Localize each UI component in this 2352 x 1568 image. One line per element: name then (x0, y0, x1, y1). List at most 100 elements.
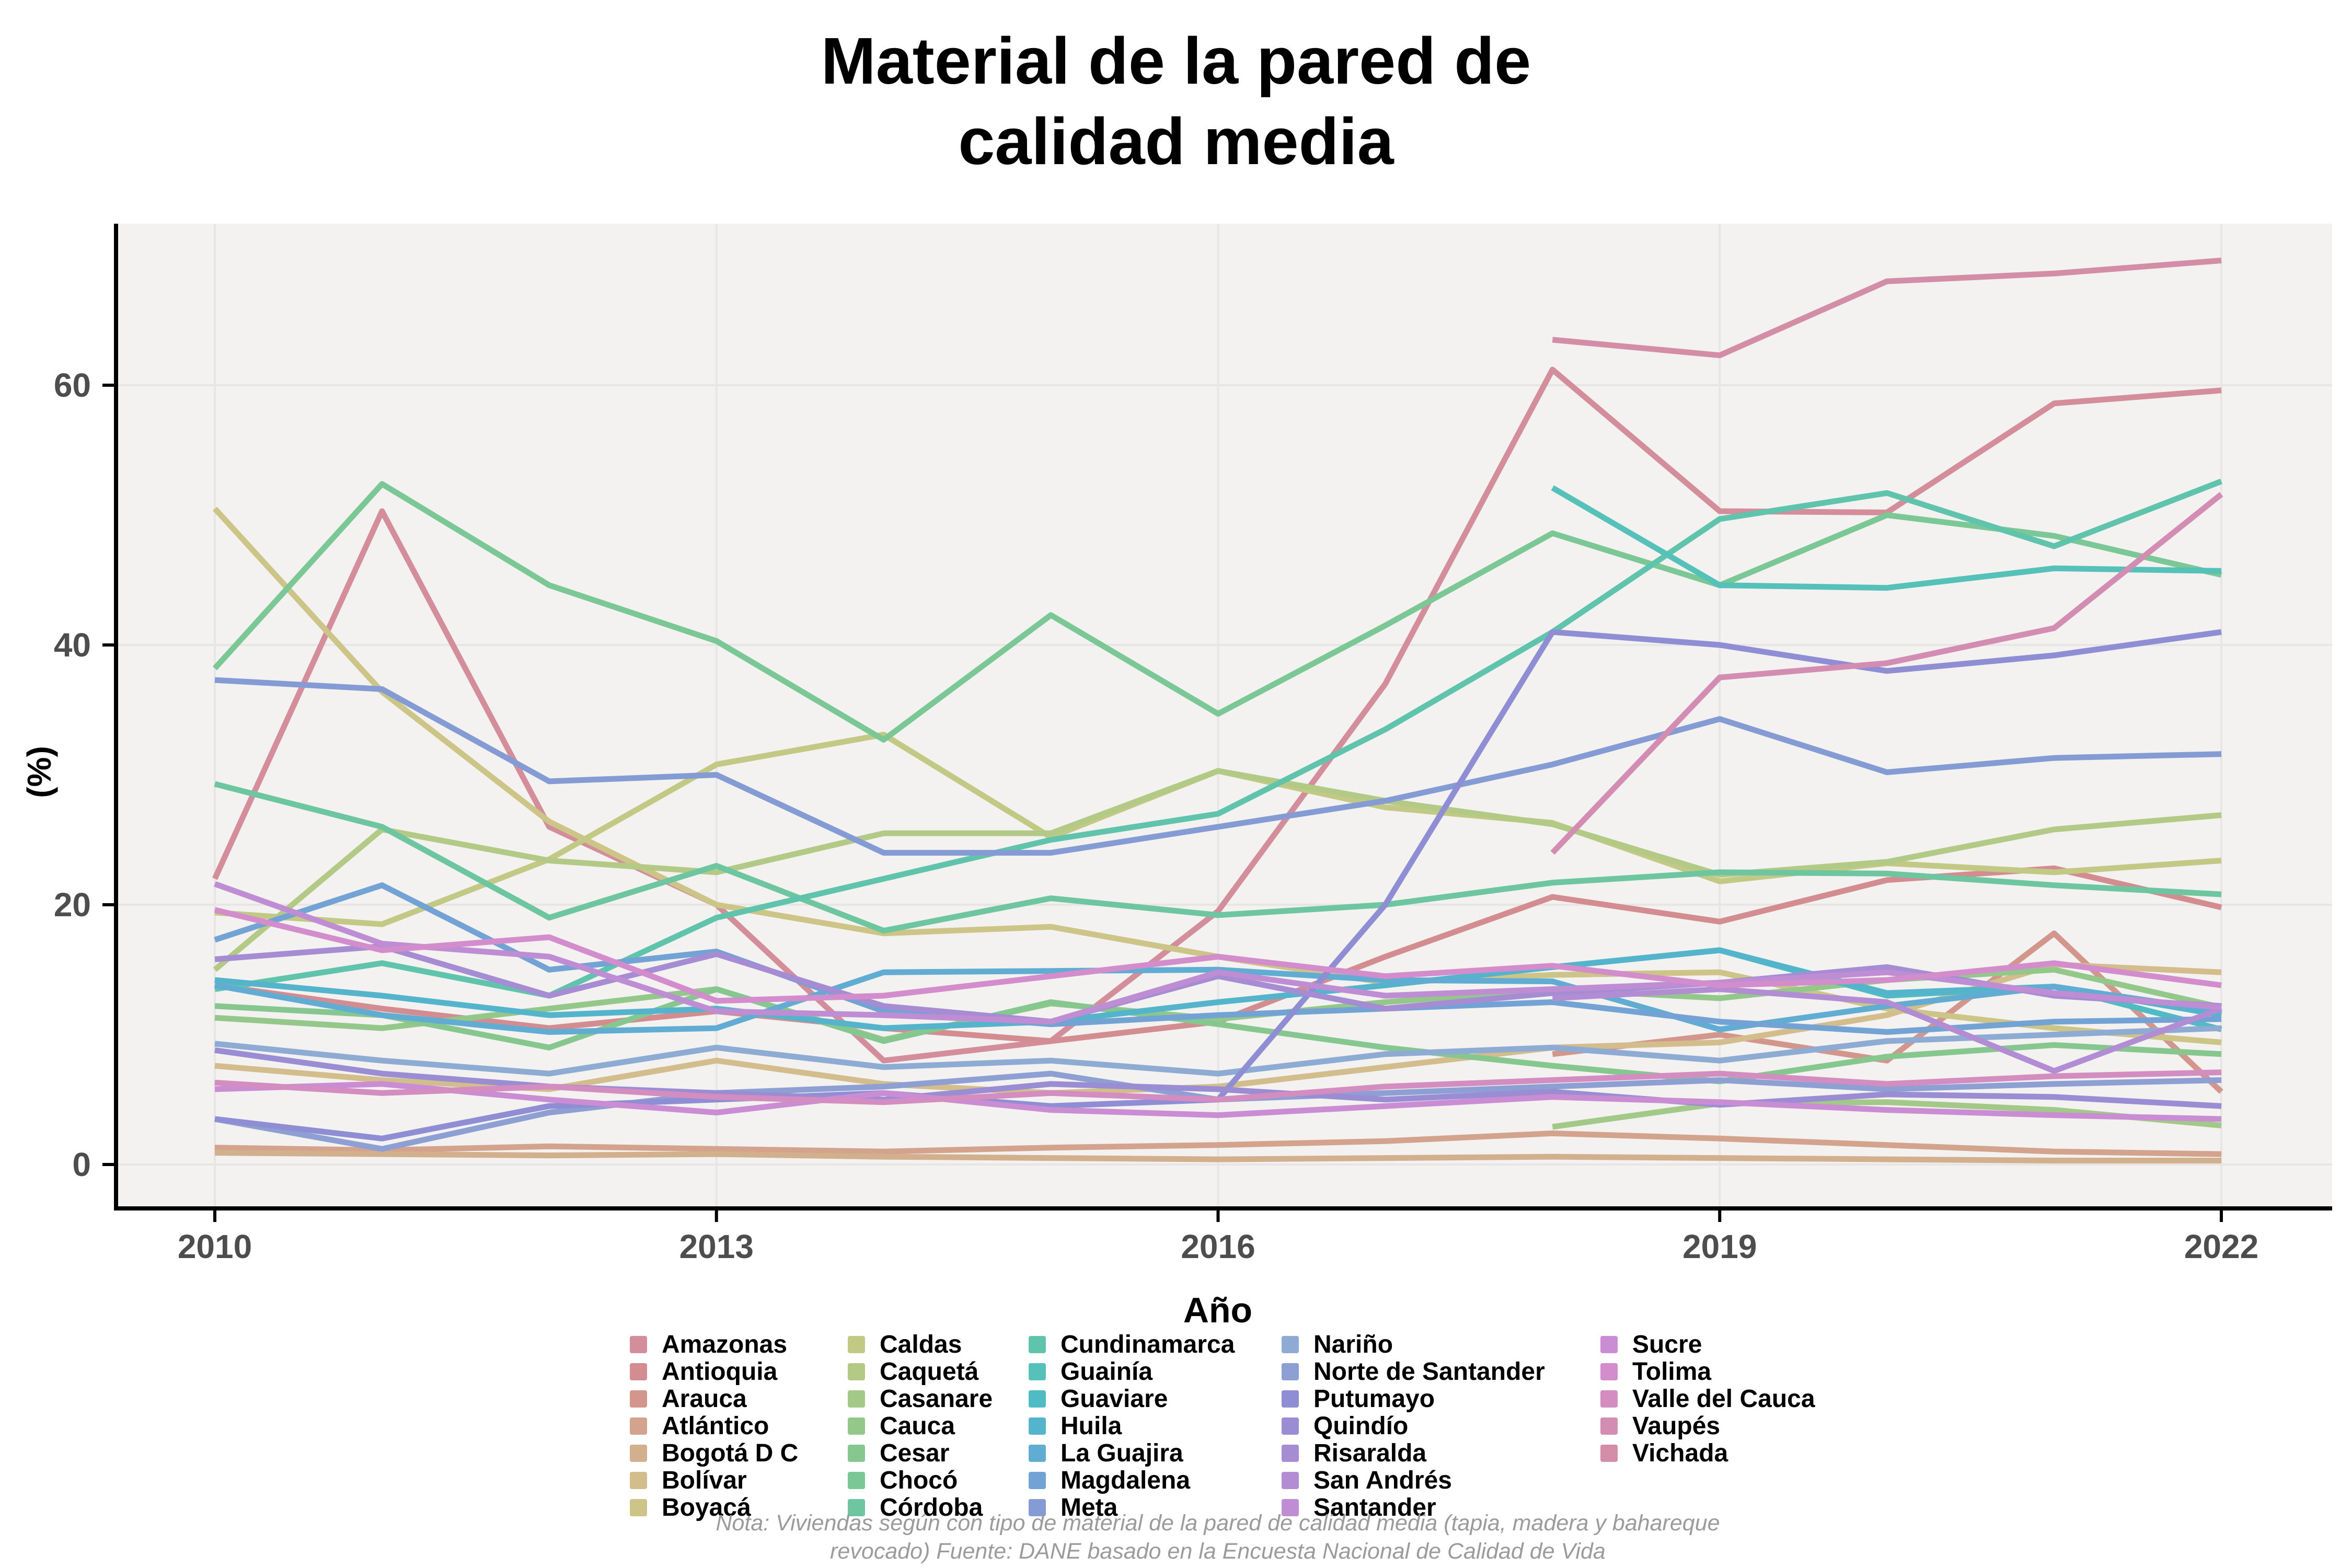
legend-swatch-icon (1282, 1417, 1299, 1435)
legend-swatch-icon (1600, 1390, 1618, 1408)
y-axis-title: (%) (20, 746, 58, 798)
legend-item-atlántico: Atlántico (630, 1412, 769, 1440)
legend-label: Antioquia (662, 1357, 778, 1386)
legend-item-meta: Meta (1029, 1494, 1117, 1521)
legend-item-chocó: Chocó (848, 1467, 958, 1494)
title-line-2: calidad media (958, 104, 1394, 178)
series-line-bogotá-d-c (214, 1150, 2221, 1163)
series-line-meta (214, 677, 2222, 856)
legend-swatch-icon (848, 1390, 865, 1408)
legend-item-córdoba: Córdoba (848, 1494, 983, 1521)
legend-swatch-icon (1029, 1363, 1046, 1380)
legend-label: Vichada (1632, 1439, 1728, 1467)
legend-item-valle-del-cauca: Valle del Cauca (1600, 1385, 1815, 1413)
series-line-risaralda (214, 943, 2222, 1025)
y-tick-label-0: 0 (72, 1146, 91, 1183)
legend-swatch-icon (630, 1417, 647, 1435)
legend-item-cauca: Cauca (848, 1412, 955, 1440)
legend-swatch-icon (1600, 1444, 1618, 1462)
legend-item-santander: Santander (1282, 1494, 1436, 1521)
x-tick-label-2022: 2022 (2184, 1228, 2258, 1265)
legend-label: Meta (1060, 1493, 1118, 1521)
series-line-chocó (212, 481, 2222, 743)
legend-swatch-icon (1029, 1471, 1046, 1489)
legend-swatch-icon (1282, 1498, 1299, 1516)
legend-swatch-icon (848, 1363, 865, 1380)
legend-label: Bolívar (662, 1466, 747, 1494)
legend-swatch-icon (630, 1363, 647, 1380)
note-line-2: revocado) Fuente: DANE basado en la Encu… (830, 1538, 1606, 1564)
series-line-vichada (1552, 257, 2222, 359)
series-line-caquetá (213, 768, 2222, 972)
series-line-magdalena (214, 882, 2222, 1035)
legend-item-risaralda: Risaralda (1282, 1439, 1426, 1467)
legend-label: Córdoba (880, 1493, 983, 1521)
legend-label: Norte de Santander (1313, 1357, 1545, 1386)
legend-item-huila: Huila (1029, 1412, 1122, 1440)
legend-label: Chocó (880, 1466, 958, 1494)
page-title: Material de la pared de calidad media (0, 21, 2352, 181)
y-tick-label-20: 20 (54, 886, 91, 924)
legend-item-arauca: Arauca (630, 1385, 747, 1413)
legend-swatch-icon (1282, 1444, 1299, 1462)
legend-label: Atlántico (662, 1412, 769, 1440)
legend-label: Santander (1313, 1493, 1436, 1521)
x-tick-label-2010: 2010 (178, 1228, 252, 1265)
legend-label: Valle del Cauca (1632, 1385, 1815, 1413)
note-line-1: Nota: Viviendas según con tipo de materi… (716, 1511, 1720, 1536)
x-tick-label-2013: 2013 (679, 1228, 754, 1265)
series-line-huila (214, 947, 2222, 1031)
legend-label: Tolima (1632, 1357, 1712, 1386)
legend-label: Quindío (1313, 1412, 1409, 1440)
legend-item-nariño: Nariño (1282, 1331, 1393, 1358)
x-tick-label-2019: 2019 (1682, 1228, 1757, 1265)
series-line-san-andrés (1552, 986, 2222, 1074)
legend-label: Guainía (1060, 1357, 1153, 1386)
legend-swatch-icon (848, 1444, 865, 1462)
legend-swatch-icon (1282, 1363, 1299, 1380)
legend-swatch-icon (1029, 1417, 1046, 1435)
legend-item-bogotá-d-c: Bogotá D C (630, 1439, 798, 1467)
source-note: Nota: Viviendas según con tipo de materi… (0, 1509, 2352, 1566)
legend-swatch-icon (848, 1471, 865, 1489)
legend-item-amazonas: Amazonas (630, 1331, 787, 1358)
legend-item-caldas: Caldas (848, 1331, 962, 1358)
legend-label: Boyacá (662, 1493, 751, 1521)
legend-label: Nariño (1313, 1330, 1393, 1358)
legend-label: La Guajira (1060, 1439, 1183, 1467)
legend-label: Amazonas (662, 1330, 788, 1358)
legend-item-cesar: Cesar (848, 1439, 949, 1467)
legend-swatch-icon (630, 1390, 647, 1408)
legend-label: Magdalena (1060, 1466, 1191, 1494)
legend-item-tolima: Tolima (1600, 1358, 1711, 1386)
legend-item-cundinamarca: Cundinamarca (1029, 1331, 1235, 1358)
legend-swatch-icon (1600, 1417, 1618, 1435)
legend-item-guaviare: Guaviare (1029, 1385, 1168, 1413)
legend-item-quindío: Quindío (1282, 1412, 1408, 1440)
legend-swatch-icon (1600, 1363, 1618, 1380)
legend-item-antioquia: Antioquia (630, 1358, 777, 1386)
legend-label: Guaviare (1060, 1385, 1168, 1413)
x-tick-label-2016: 2016 (1181, 1228, 1255, 1265)
legend-item-vichada: Vichada (1600, 1439, 1728, 1467)
legend-swatch-icon (630, 1471, 647, 1489)
legend-label: Casanare (880, 1385, 993, 1413)
legend-label: Putumayo (1313, 1385, 1435, 1413)
legend-label: Caquetá (880, 1357, 979, 1386)
legend-label: Bogotá D C (662, 1439, 799, 1467)
legend-item-caquetá: Caquetá (848, 1358, 978, 1386)
series-line-guainía (1551, 485, 2222, 591)
legend-label: Caldas (880, 1330, 962, 1358)
legend-swatch-icon (848, 1498, 865, 1516)
legend-swatch-icon (1282, 1335, 1299, 1353)
legend-swatch-icon (1282, 1390, 1299, 1408)
series-line-arauca (1552, 930, 2223, 1094)
legend-swatch-icon (1029, 1498, 1046, 1516)
series-line-vaupés (1550, 492, 2223, 855)
legend-item-norte-de-santander: Norte de Santander (1282, 1358, 1545, 1386)
legend-label: Sucre (1632, 1330, 1702, 1358)
series-line-tolima (214, 907, 2222, 1004)
legend-item-san-andrés: San Andrés (1282, 1467, 1452, 1494)
